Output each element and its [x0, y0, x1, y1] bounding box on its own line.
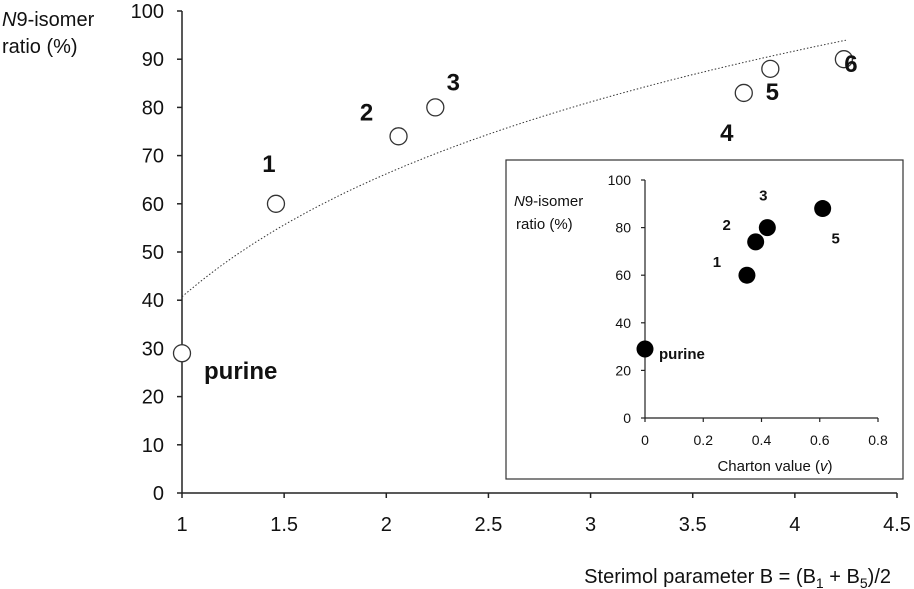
main-point-label: 2 — [360, 99, 373, 126]
inset-point-label: 3 — [759, 188, 767, 205]
main-points — [172, 50, 854, 363]
main-point-label: 5 — [766, 79, 779, 106]
main-point-marker — [389, 127, 408, 146]
main-x-axis-title: Sterimol parameter B = (B1 + B5)/2 — [584, 566, 891, 589]
main-y-title-rest: 9-isomer — [16, 9, 94, 31]
inset-y-tick-label: 40 — [615, 315, 631, 331]
main-y-tick-label: 20 — [142, 387, 164, 409]
inset-y-axis-title: N9-isomer — [514, 193, 583, 210]
main-point-marker — [266, 194, 286, 213]
main-x-tick-label: 3 — [585, 514, 596, 536]
main-y-tick-label: 10 — [142, 435, 164, 457]
main-y-tick-label: 100 — [131, 1, 164, 23]
main-y-tick-label: 60 — [142, 194, 164, 216]
main-x-title-prefix: Sterimol parameter B = (B — [584, 566, 816, 588]
main-point-marker — [834, 50, 854, 69]
inset-x-title-suffix: ) — [828, 458, 833, 475]
main-point-marker — [734, 83, 753, 103]
main-x-tick-label: 3.5 — [679, 514, 707, 536]
main-x-tick-label: 1 — [176, 514, 187, 536]
inset-y-ticks: 0 20 40 60 80 100 — [608, 172, 645, 426]
main-point-label: 4 — [720, 120, 734, 147]
inset-point-marker — [747, 233, 765, 251]
main-point-marker — [172, 344, 192, 363]
inset-x-tick-label: 0.6 — [810, 432, 830, 448]
inset-x-axis-title: Charton value (v) — [717, 458, 832, 475]
inset-y-tick-label: 60 — [615, 267, 631, 283]
inset-y-tick-label: 20 — [615, 362, 631, 378]
main-point-label: 3 — [447, 69, 460, 96]
inset-point-label: 1 — [713, 254, 721, 271]
main-point-label: 6 — [844, 51, 857, 78]
inset-frame — [505, 159, 904, 480]
inset-point-label: 2 — [723, 217, 731, 234]
main-point-labels: purine 1 2 3 4 5 6 — [204, 51, 858, 385]
inset-x-tick-label: 0.8 — [868, 432, 888, 448]
main-x-title-suffix: )/2 — [868, 566, 891, 588]
main-y-axis-title: N9-isomer — [2, 9, 95, 31]
inset-y-title-rest: 9-isomer — [525, 193, 583, 210]
inset-point-labels: purine 1 2 3 5 — [659, 188, 840, 363]
inset-x-ticks: 0 0.2 0.4 0.6 0.8 — [641, 418, 888, 448]
inset-x-title-prefix: Charton value ( — [717, 458, 820, 475]
inset-x-tick-label: 0 — [641, 432, 649, 448]
main-x-tick-label: 1.5 — [270, 514, 298, 536]
main-point-marker — [761, 59, 780, 78]
main-x-tick-label: 4.5 — [883, 514, 911, 536]
inset-point-label: purine — [659, 346, 705, 363]
main-x-tick-label: 4 — [789, 514, 800, 536]
main-x-title-mid: + B — [824, 566, 860, 588]
main-x-tick-label: 2 — [381, 514, 392, 536]
main-x-tick-label: 2.5 — [475, 514, 503, 536]
main-y-tick-label: 70 — [142, 146, 164, 168]
inset-point-marker — [758, 219, 776, 237]
inset-point-marker — [814, 200, 832, 218]
main-x-title-sub1: 1 — [816, 575, 824, 589]
inset-point-marker — [636, 340, 654, 358]
inset-x-tick-label: 0.2 — [694, 432, 714, 448]
main-y-tick-label: 80 — [142, 97, 164, 119]
main-y-tick-label: 90 — [142, 49, 164, 71]
inset-y-tick-label: 0 — [623, 410, 631, 426]
main-y-axis-title-line2: ratio (%) — [2, 36, 78, 58]
inset-y-axis-title-line2: ratio (%) — [516, 216, 573, 233]
main-y-ticks: 0 10 20 30 40 50 60 70 80 90 100 — [131, 1, 182, 505]
main-x-ticks: 1 1.5 2 2.5 3 3.5 4 4.5 — [176, 493, 911, 536]
inset-y-tick-label: 80 — [615, 220, 631, 236]
main-x-title-sub2: 5 — [860, 575, 868, 589]
inset-point-marker — [738, 266, 756, 284]
inset-points — [636, 200, 832, 358]
main-y-tick-label: 0 — [153, 483, 164, 505]
main-y-tick-label: 30 — [142, 338, 164, 360]
inset-x-tick-label: 0.4 — [752, 432, 772, 448]
inset-y-tick-label: 100 — [608, 172, 632, 188]
inset-chart: 0 20 40 60 80 100 0 0.2 0.4 0.6 0.8 purine 1 2 3 5 N9… — [505, 159, 904, 480]
main-y-tick-label: 50 — [142, 242, 164, 264]
inset-x-title-italic: v — [820, 458, 829, 475]
main-point-label: purine — [204, 358, 277, 385]
inset-point-label: 5 — [831, 231, 839, 248]
main-y-title-italic: N — [2, 9, 17, 31]
inset-y-title-italic: N — [514, 193, 525, 210]
main-y-tick-label: 40 — [142, 290, 164, 312]
main-trendline — [181, 39, 846, 298]
main-point-marker — [426, 98, 445, 117]
main-point-label: 1 — [262, 151, 275, 178]
